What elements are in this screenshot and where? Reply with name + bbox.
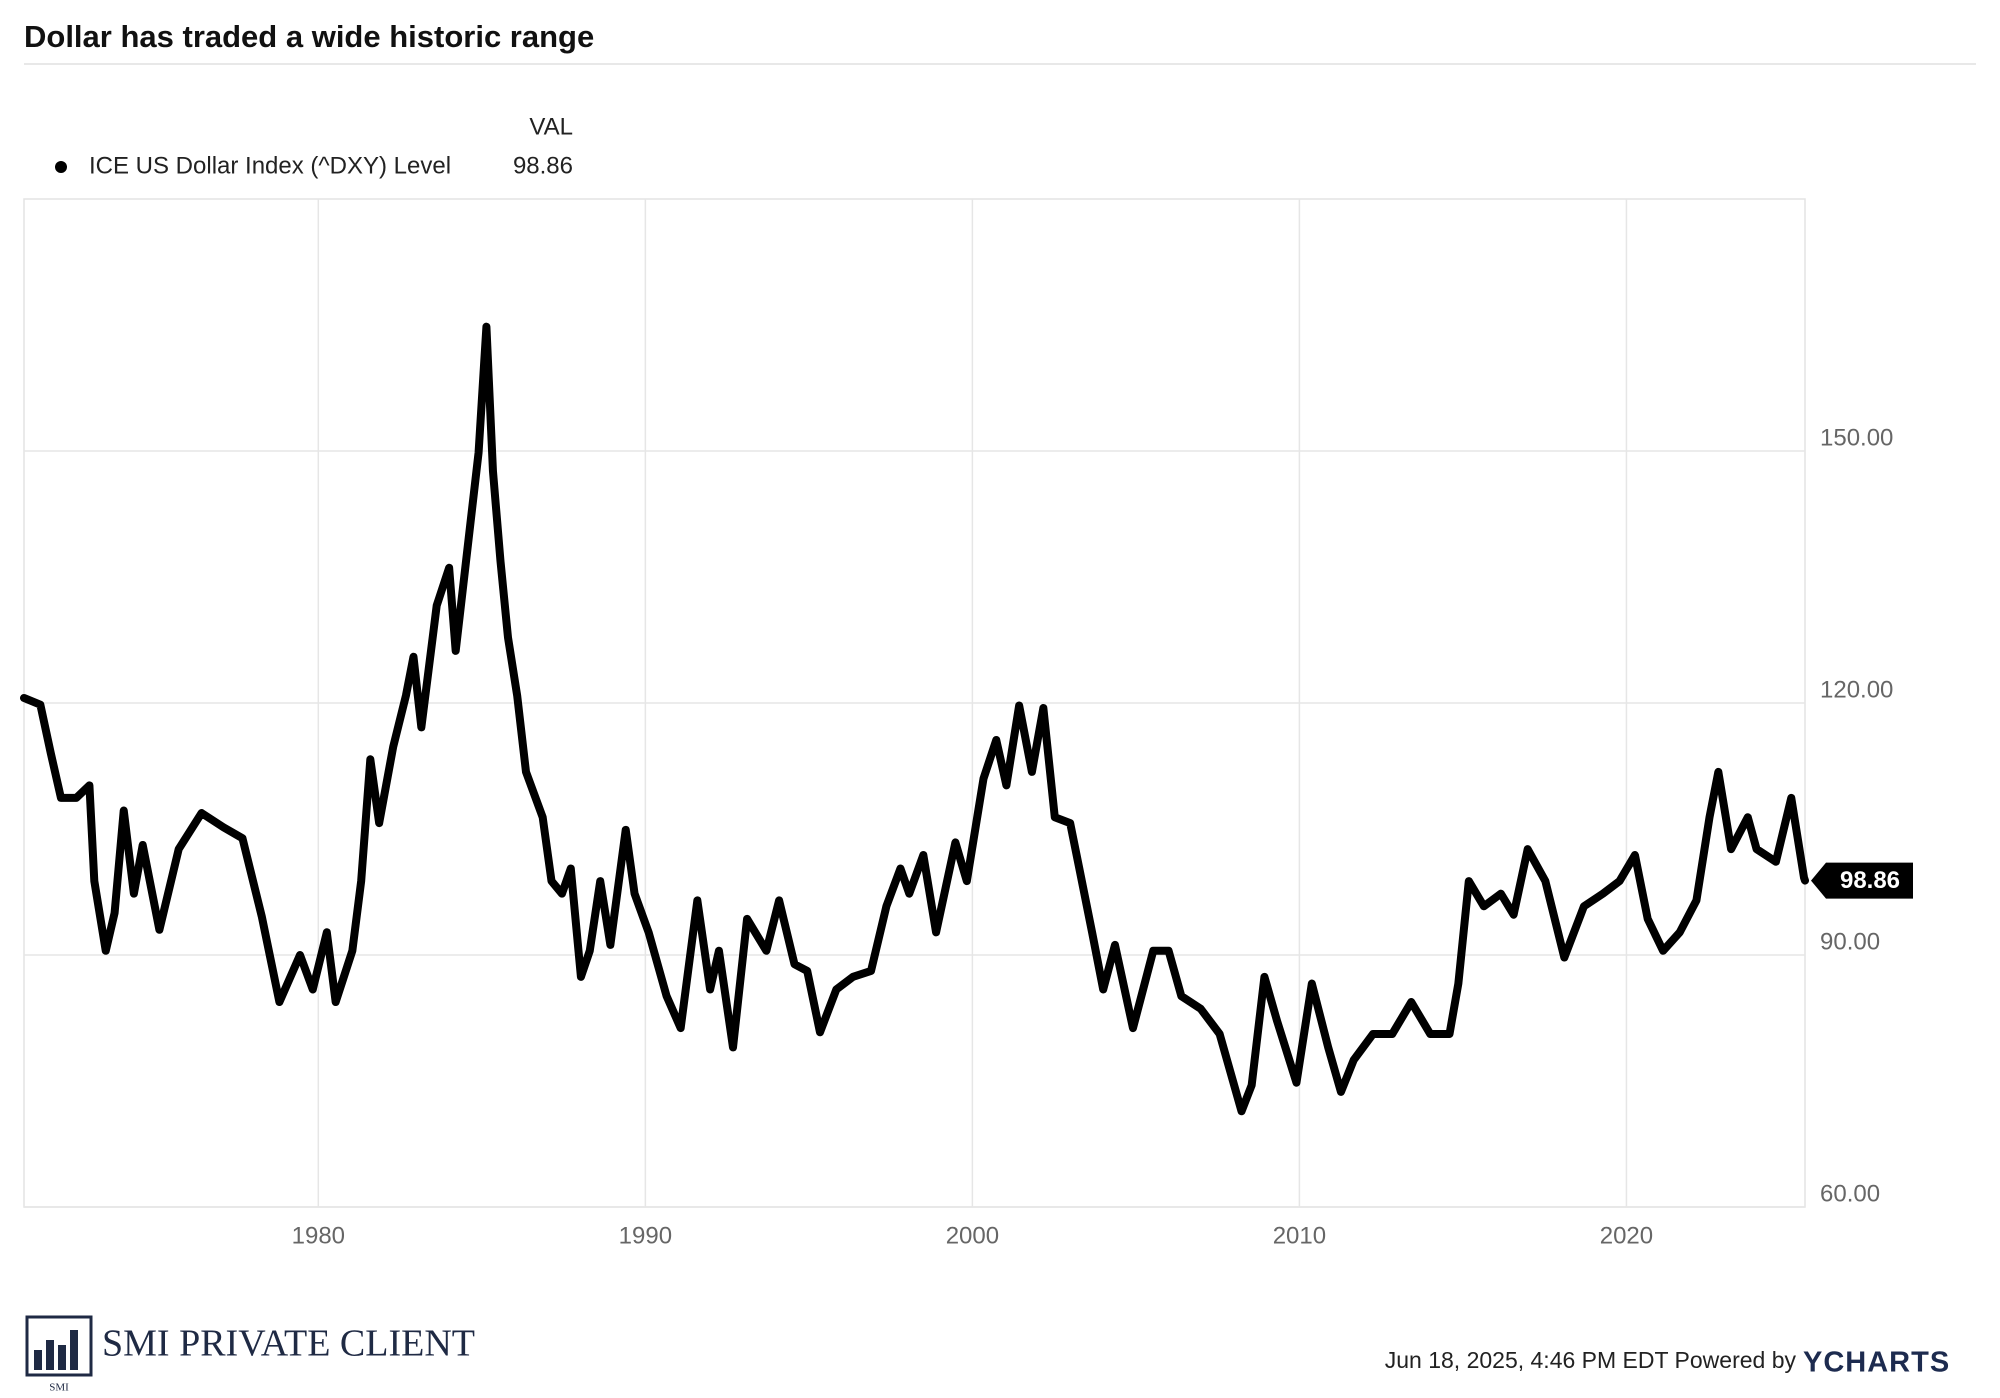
legend-dot (55, 161, 67, 173)
logo-bar (34, 1350, 42, 1370)
footer-timestamp: Jun 18, 2025, 4:46 PM EDT Powered by (1385, 1347, 1797, 1373)
x-tick-label: 1990 (619, 1222, 672, 1249)
legend-value: 98.86 (513, 152, 573, 179)
logo-sub: SMI (49, 1382, 69, 1393)
line-series (20, 322, 1809, 1116)
footer-brand: YCHARTS (1803, 1347, 1950, 1379)
x-tick-label: 1980 (292, 1222, 345, 1249)
x-tick-label: 2000 (946, 1222, 999, 1249)
y-tick-label: 120.00 (1820, 676, 1893, 703)
logo-text: SMI PRIVATE CLIENT (102, 1323, 475, 1365)
legend-header: VAL (529, 113, 573, 140)
logo-frame (25, 1315, 93, 1377)
y-tick-label: 90.00 (1820, 928, 1880, 955)
logo-bar (46, 1340, 54, 1370)
last-value-label: 98.86 (1840, 867, 1900, 894)
logo-bar (58, 1345, 66, 1370)
chart-title: Dollar has traded a wide historic range (24, 19, 594, 54)
logo-bar (70, 1330, 78, 1370)
y-tick-label: 150.00 (1820, 424, 1893, 451)
x-tick-label: 2020 (1600, 1222, 1653, 1249)
y-tick-label: 60.00 (1820, 1180, 1880, 1207)
last-value-tag (1811, 862, 1913, 899)
smi-logo: SMI (25, 1315, 93, 1394)
x-tick-label: 2010 (1273, 1222, 1326, 1249)
legend-label: ICE US Dollar Index (^DXY) Level (89, 152, 451, 179)
